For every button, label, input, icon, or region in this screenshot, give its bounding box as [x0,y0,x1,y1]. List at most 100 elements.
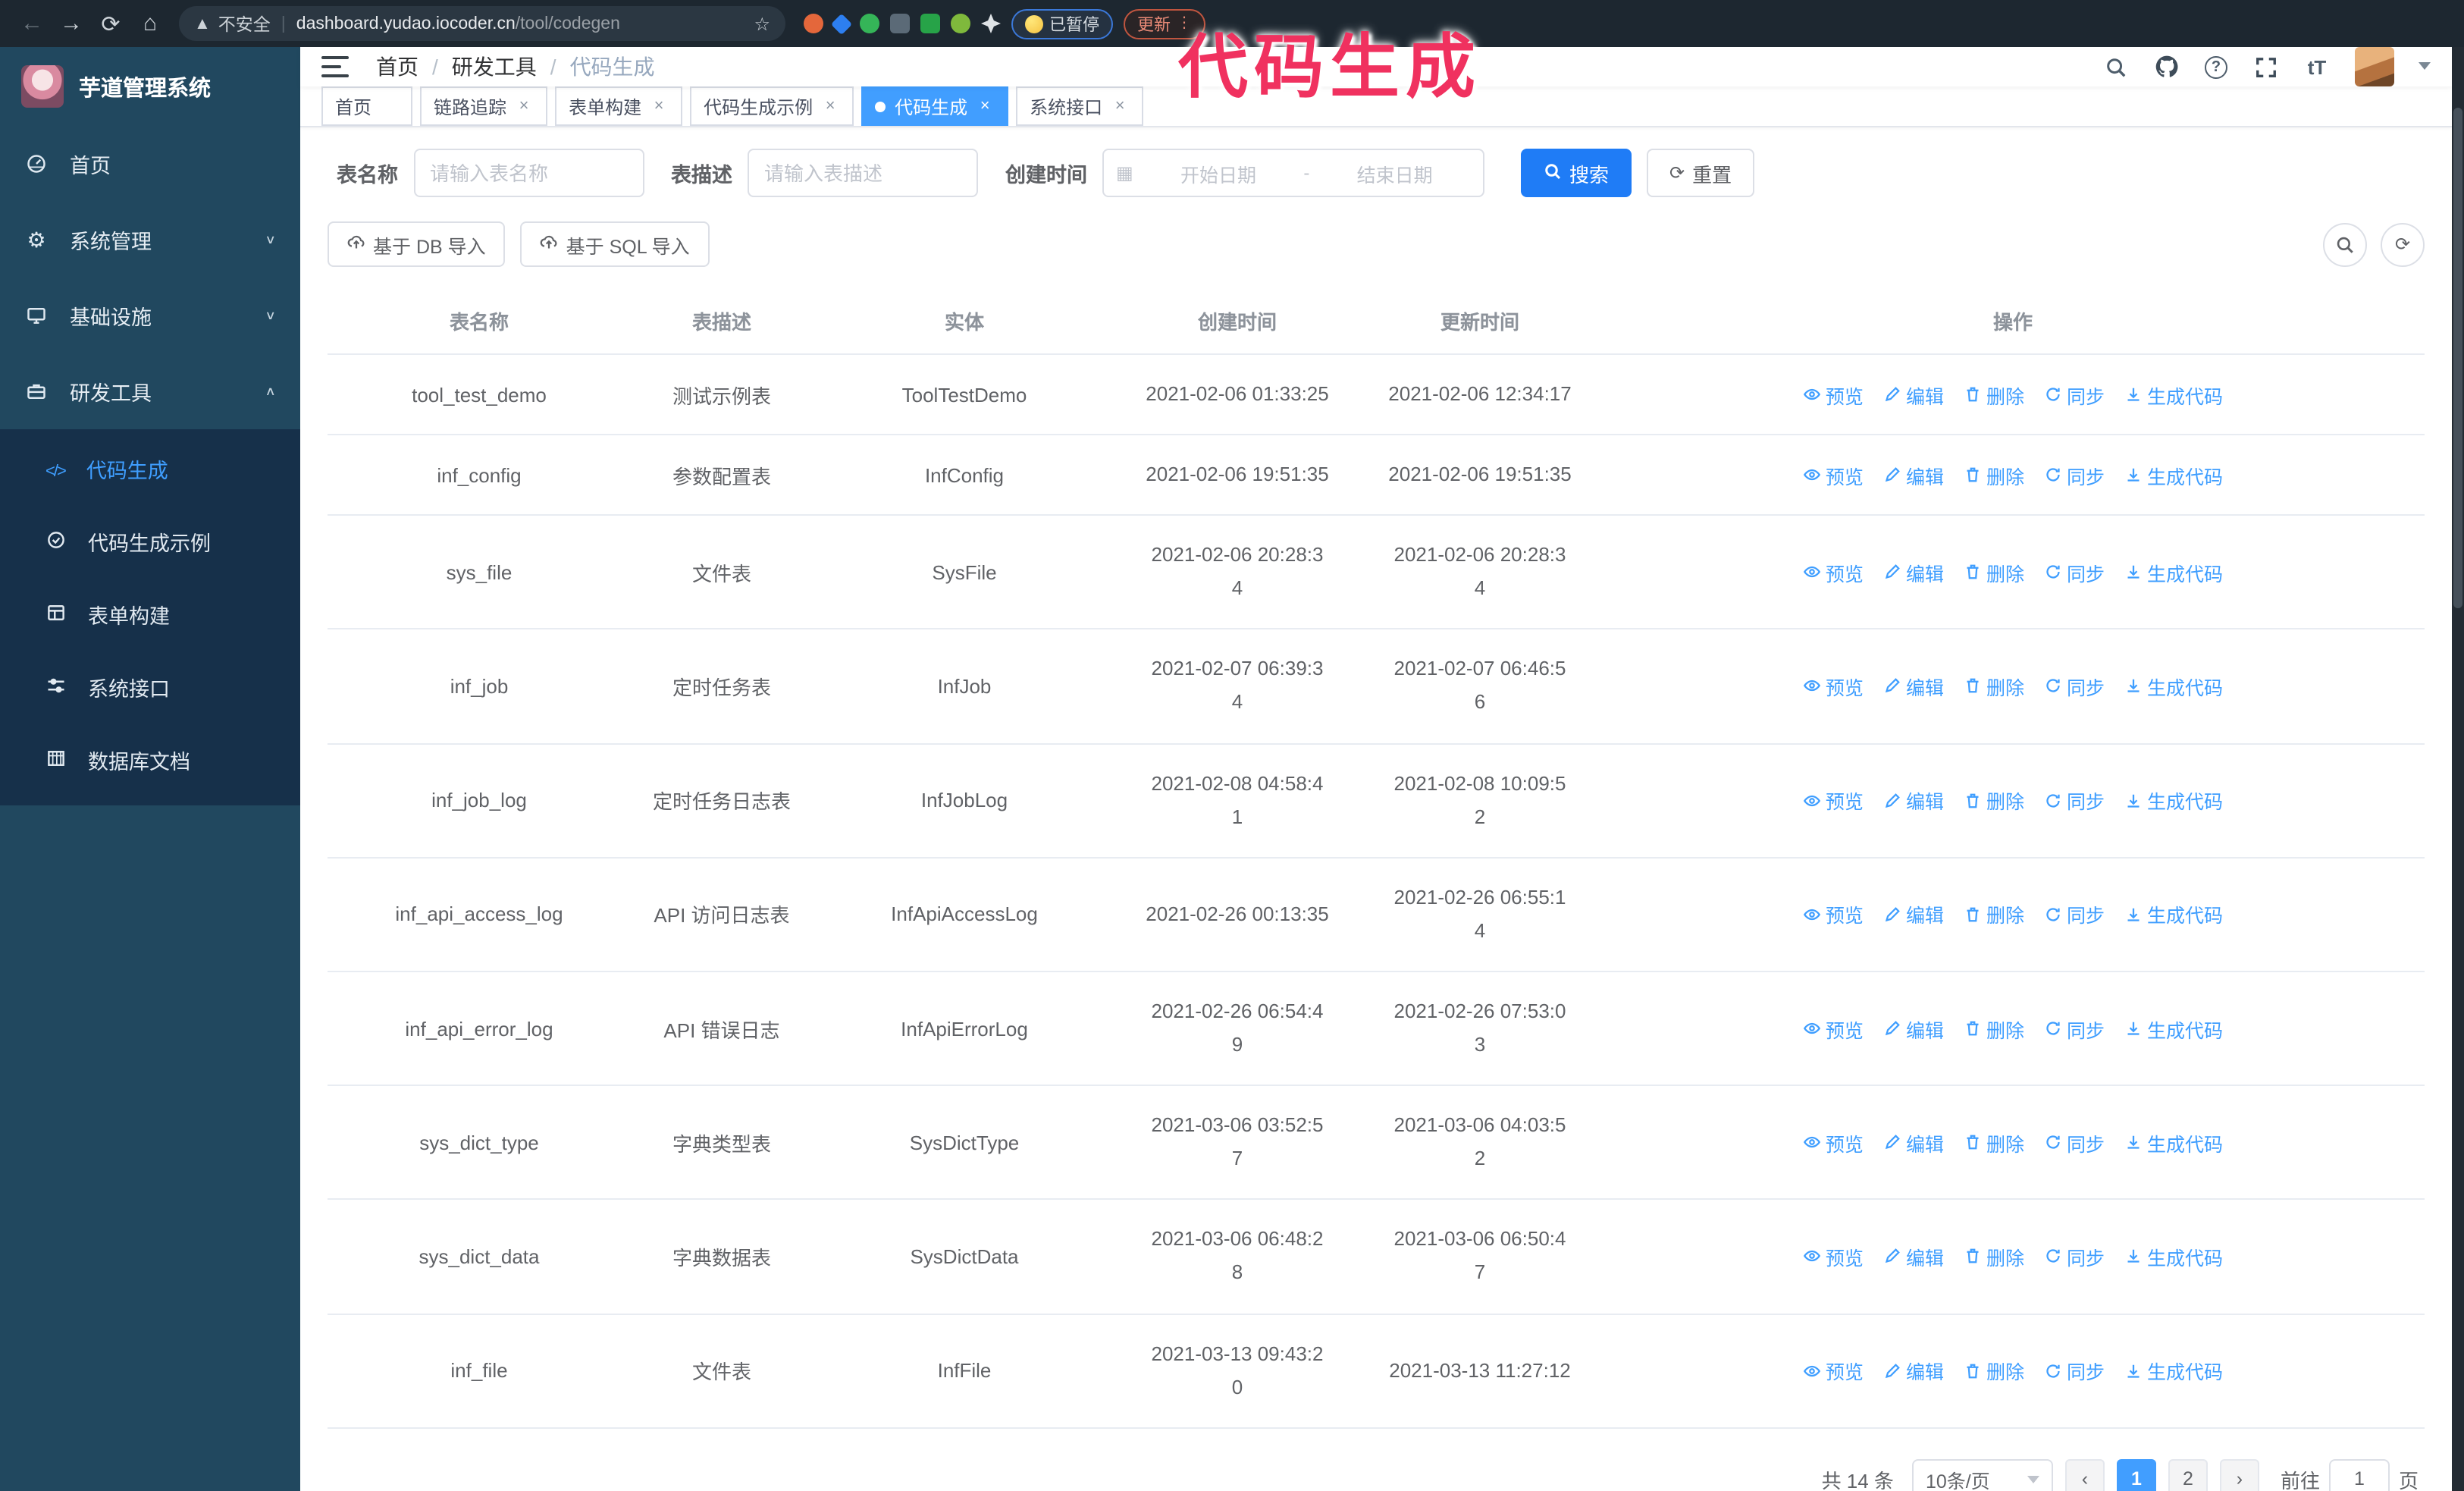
breadcrumb-item[interactable]: 研发工具 [451,55,537,79]
row-action-sync[interactable]: 同步 [2044,558,2105,587]
row-action-download[interactable]: 生成代码 [2124,380,2223,409]
row-action-sync[interactable]: 同步 [2044,1128,2105,1157]
row-action-delete[interactable]: 删除 [1964,1356,2024,1385]
row-action-download[interactable]: 生成代码 [2124,786,2223,815]
sidebar-submenu-item[interactable]: 表单构建 [0,578,300,651]
show-search-toggle-icon[interactable] [2323,222,2367,266]
row-action-edit[interactable]: 编辑 [1883,672,1944,701]
table-name-input[interactable] [413,149,644,197]
scrollbar-thumb[interactable] [2453,108,2462,608]
extension-icon[interactable] [830,12,853,35]
sidebar-submenu-item[interactable]: </> 代码生成 [0,432,300,505]
row-action-download[interactable]: 生成代码 [2124,1014,2223,1043]
table-desc-input[interactable] [748,149,978,197]
paused-badge[interactable]: 已暂停 [1011,8,1113,39]
kebab-menu-icon[interactable]: ⋮ [1177,15,1192,32]
row-action-sync[interactable]: 同步 [2044,1014,2105,1043]
row-action-edit[interactable]: 编辑 [1883,1242,1944,1271]
home-icon[interactable]: ⌂ [143,11,158,36]
tab-tag[interactable]: 表单构建 × [555,86,683,126]
row-action-eye[interactable]: 预览 [1803,380,1864,409]
app-logo[interactable]: 芋道管理系统 [0,47,300,126]
extension-icon[interactable] [951,14,970,33]
row-action-download[interactable]: 生成代码 [2124,460,2223,489]
row-action-eye[interactable]: 预览 [1803,1356,1864,1385]
goto-page-input[interactable] [2328,1458,2390,1491]
row-action-delete[interactable]: 删除 [1964,460,2024,489]
row-action-edit[interactable]: 编辑 [1883,380,1944,409]
start-date-placeholder[interactable]: 开始日期 [1180,165,1257,186]
tag-close-icon[interactable]: × [980,97,990,115]
sidebar-submenu-item[interactable]: 系统接口 [0,651,300,724]
row-action-edit[interactable]: 编辑 [1883,1356,1944,1385]
tab-tag[interactable]: 系统接口 × [1016,86,1144,126]
row-action-download[interactable]: 生成代码 [2124,558,2223,587]
row-action-edit[interactable]: 编辑 [1883,900,1944,929]
tab-tag[interactable]: 代码生成 × [861,86,1009,126]
user-avatar[interactable] [2355,47,2394,86]
font-size-icon[interactable]: tT [2307,55,2327,78]
sidebar-menu-item[interactable]: 首页 [0,126,300,202]
row-action-eye[interactable]: 预览 [1803,900,1864,929]
row-action-eye[interactable]: 预览 [1803,558,1864,587]
tab-tag[interactable]: 首页 × [321,86,413,126]
row-action-sync[interactable]: 同步 [2044,380,2105,409]
row-action-download[interactable]: 生成代码 [2124,1242,2223,1271]
github-icon[interactable] [2153,53,2180,80]
row-action-edit[interactable]: 编辑 [1883,460,1944,489]
page-scrollbar[interactable] [2452,47,2464,1491]
row-action-eye[interactable]: 预览 [1803,1014,1864,1043]
sidebar-menu-item[interactable]: 基础设施 ∨ [0,278,300,353]
bookmark-star-icon[interactable]: ☆ [754,13,770,34]
row-action-eye[interactable]: 预览 [1803,460,1864,489]
breadcrumb-item[interactable]: 首页 [376,55,419,79]
row-action-edit[interactable]: 编辑 [1883,1128,1944,1157]
reset-button[interactable]: ⟳ 重置 [1647,149,1755,197]
extension-icon[interactable] [920,14,940,33]
row-action-sync[interactable]: 同步 [2044,1356,2105,1385]
row-action-delete[interactable]: 删除 [1964,672,2024,701]
row-action-delete[interactable]: 删除 [1964,900,2024,929]
sidebar-submenu-item[interactable]: 数据库文档 [0,724,300,796]
tag-close-icon[interactable]: × [1114,97,1125,115]
row-action-delete[interactable]: 删除 [1964,1014,2024,1043]
hamburger-icon[interactable] [321,56,349,77]
reload-icon[interactable]: ⟳ [101,11,121,37]
row-action-sync[interactable]: 同步 [2044,900,2105,929]
tag-close-icon[interactable]: × [654,97,664,115]
db-import-button[interactable]: 基于 DB 导入 [328,221,506,267]
row-action-eye[interactable]: 预览 [1803,672,1864,701]
fullscreen-icon[interactable] [2252,53,2279,80]
row-action-download[interactable]: 生成代码 [2124,1356,2223,1385]
prev-page-button[interactable]: ‹ [2064,1459,2105,1491]
page-number-button[interactable]: 1 [2116,1459,2156,1491]
tab-tag[interactable]: 链路追踪 × [420,86,548,126]
next-page-button[interactable]: › [2219,1459,2259,1491]
row-action-edit[interactable]: 编辑 [1883,786,1944,815]
back-icon[interactable]: ← [20,11,43,36]
help-icon[interactable]: ? [2205,55,2227,78]
row-action-delete[interactable]: 删除 [1964,786,2024,815]
row-action-delete[interactable]: 删除 [1964,558,2024,587]
row-action-eye[interactable]: 预览 [1803,1128,1864,1157]
row-action-delete[interactable]: 删除 [1964,1242,2024,1271]
address-bar[interactable]: ▲ 不安全 | dashboard.yudao.iocoder.cn /tool… [179,6,785,41]
extension-icon[interactable] [804,14,823,33]
row-action-sync[interactable]: 同步 [2044,672,2105,701]
tag-close-icon[interactable]: × [519,97,529,115]
extension-icon[interactable] [890,14,910,33]
end-date-placeholder[interactable]: 结束日期 [1356,165,1433,186]
tab-tag[interactable]: 代码生成示例 × [690,86,854,126]
update-button[interactable]: 更新 ⋮ [1124,8,1205,39]
row-action-edit[interactable]: 编辑 [1883,558,1944,587]
row-action-eye[interactable]: 预览 [1803,786,1864,815]
page-number-button[interactable]: 2 [2168,1459,2208,1491]
row-action-edit[interactable]: 编辑 [1883,1014,1944,1043]
page-size-select[interactable]: 10条/页 [1911,1458,2053,1491]
row-action-download[interactable]: 生成代码 [2124,1128,2223,1157]
sidebar-menu-item[interactable]: ⚙ 系统管理 ∨ [0,202,300,278]
refresh-table-icon[interactable]: ⟳ [2381,222,2425,266]
row-action-download[interactable]: 生成代码 [2124,900,2223,929]
puzzle-extension-icon[interactable] [981,14,1001,33]
row-action-delete[interactable]: 删除 [1964,1128,2024,1157]
